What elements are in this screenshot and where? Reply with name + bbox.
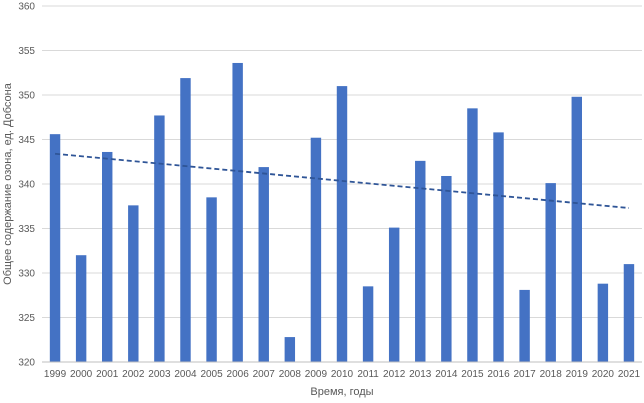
x-tick-label: 2018 (540, 369, 563, 380)
bar-2008 (284, 337, 296, 362)
x-tick-label: 2012 (383, 369, 406, 380)
x-tick-label: 2009 (305, 369, 328, 380)
bar-2017 (519, 289, 530, 362)
bar-2021 (623, 264, 635, 362)
y-tick-label: 340 (18, 180, 35, 191)
y-tick-label: 355 (18, 46, 35, 57)
bar-2016 (493, 132, 504, 362)
x-tick-label: 2002 (122, 369, 145, 380)
bar-2006 (232, 62, 243, 363)
bar-1999 (49, 134, 61, 362)
x-tick-label: 2003 (148, 369, 171, 380)
y-tick-label: 345 (18, 135, 35, 146)
x-tick-label: 2017 (513, 369, 536, 380)
x-tick-label: 2006 (227, 369, 250, 380)
y-tick-label: 330 (18, 269, 35, 280)
x-tick-label: 2014 (435, 369, 458, 380)
y-axis-title: Общее содержание озона, ед. Добсона (2, 82, 14, 285)
bars (49, 62, 635, 363)
x-tick-label: 2001 (96, 369, 119, 380)
y-tick-labels: 320 325 330 335 340 345 350 355 360 (18, 2, 35, 369)
bar-2014 (441, 175, 452, 362)
bar-2003 (154, 115, 165, 362)
y-tick-label: 350 (18, 91, 35, 102)
x-tick-label: 2010 (331, 369, 354, 380)
bar-2013 (415, 160, 426, 362)
x-tick-label: 2011 (357, 369, 379, 380)
x-tick-label: 2005 (200, 369, 223, 380)
bar-2011 (362, 286, 374, 362)
bar-2019 (571, 96, 582, 362)
x-tick-label: 2019 (566, 369, 589, 380)
bar-2002 (128, 205, 139, 362)
bar-2018 (545, 183, 556, 362)
x-tick-label: 2016 (487, 369, 510, 380)
bar-2010 (336, 86, 348, 362)
bar-2007 (258, 167, 269, 362)
y-tick-label: 335 (18, 224, 35, 235)
bar-2020 (597, 283, 609, 362)
bar-2001 (102, 151, 113, 362)
x-tick-label: 2013 (409, 369, 432, 380)
bar-2000 (75, 255, 87, 362)
x-tick-label: 2007 (253, 369, 276, 380)
x-tick-label: 2000 (70, 369, 93, 380)
y-tick-label: 320 (18, 358, 35, 369)
y-tick-label: 325 (18, 313, 35, 324)
bar-2015 (467, 108, 478, 362)
bar-2005 (206, 197, 217, 362)
trendline-layer (54, 152, 630, 209)
x-axis-title: Время, годы (310, 386, 373, 398)
x-tick-label: 2021 (618, 369, 641, 380)
x-tick-label: 2008 (279, 369, 302, 380)
x-tick-label: 2004 (174, 369, 197, 380)
x-tick-label: 2015 (461, 369, 484, 380)
x-tick-label: 2020 (592, 369, 615, 380)
bar-2004 (180, 78, 191, 362)
x-tick-label: 1999 (44, 369, 67, 380)
x-tick-labels: 1999 2000 2001 2002 2003 2004 2005 2006 2007 2008… (44, 369, 641, 380)
y-tick-label: 360 (18, 2, 35, 13)
trendline (54, 152, 630, 209)
bar-2012 (388, 227, 400, 362)
bar-2009 (310, 137, 322, 362)
